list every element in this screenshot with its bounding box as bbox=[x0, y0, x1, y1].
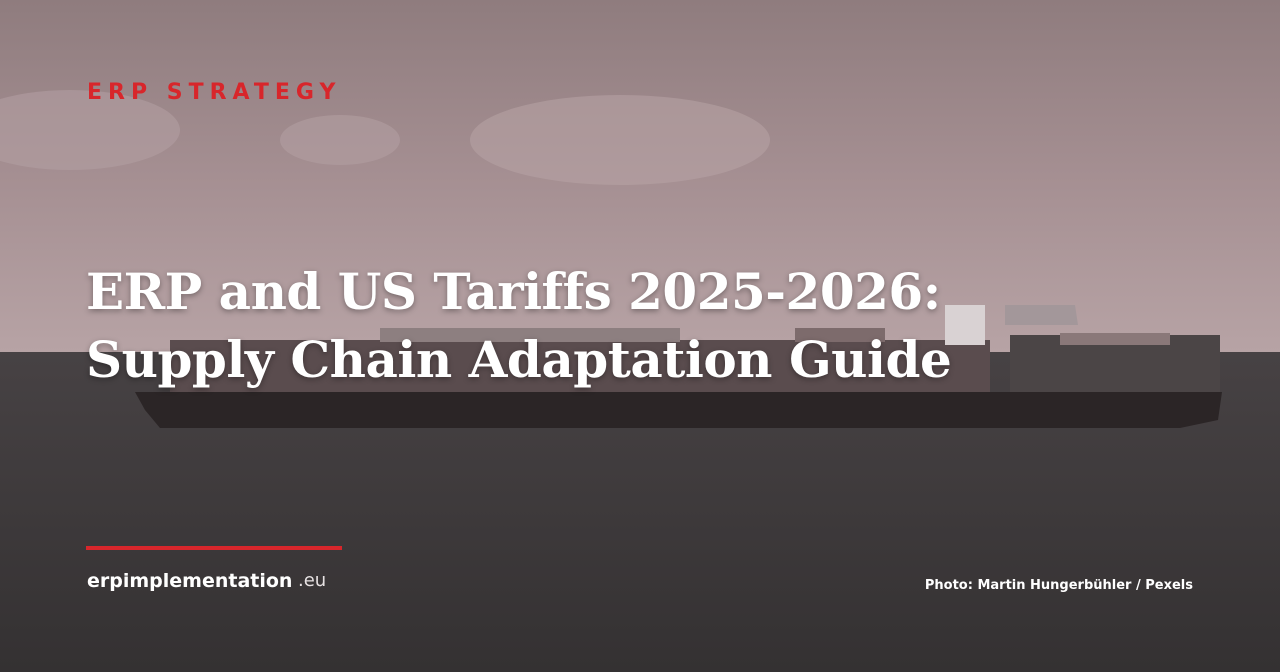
accent-rule bbox=[86, 546, 342, 550]
brand-name: erpimplementation bbox=[87, 570, 293, 592]
title-line: Supply Chain Adaptation Guide bbox=[86, 330, 952, 389]
category-label: ERP STRATEGY bbox=[87, 80, 342, 105]
photo-credit: Photo: Martin Hungerbühler / Pexels bbox=[924, 578, 1193, 593]
title-line: ERP and US Tariffs 2025-2026: bbox=[86, 262, 941, 321]
brand-tld: .eu bbox=[298, 570, 327, 591]
